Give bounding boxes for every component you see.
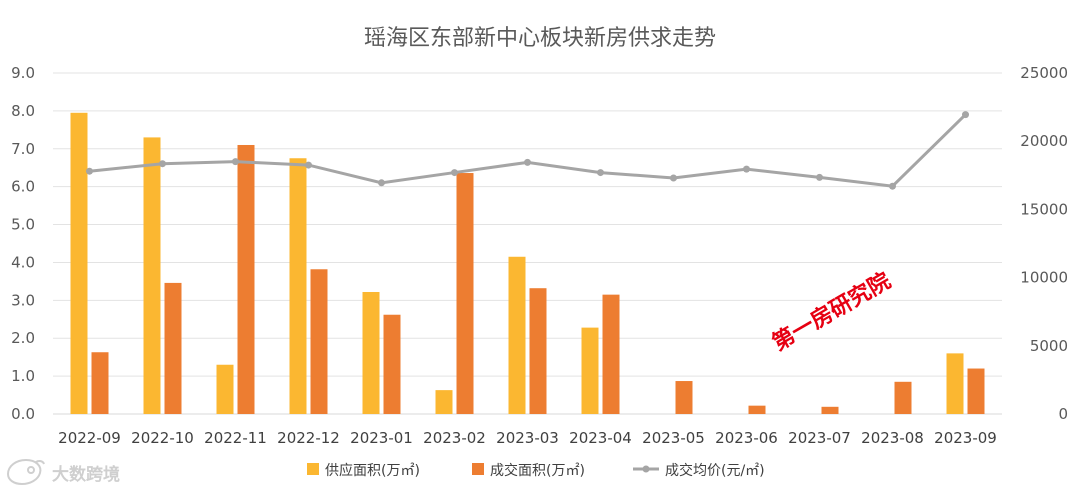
price-point [524, 158, 531, 166]
watermark-text: 第一房研究院 [768, 268, 895, 357]
x-tick-label: 2023-02 [423, 429, 486, 447]
logo-text: 大数跨境 [52, 464, 120, 485]
price-point [159, 160, 166, 168]
x-tick-label: 2023-07 [788, 429, 851, 447]
x-tick-label: 2023-08 [861, 429, 924, 447]
transaction-bar [748, 405, 766, 414]
price-point [86, 167, 93, 175]
supply-bar [435, 390, 453, 414]
transaction-bar [383, 314, 401, 414]
y-left-tick-label: 0.0 [11, 405, 35, 423]
legend-swatch [472, 463, 484, 475]
x-tick-label: 2022-11 [204, 429, 267, 447]
price-point [743, 165, 750, 173]
x-tick-label: 2023-06 [715, 429, 778, 447]
supply-bar [362, 291, 380, 414]
legend-swatch [307, 463, 319, 475]
transaction-bar [91, 352, 109, 414]
legend-label: 供应面积(万㎡) [325, 462, 420, 479]
y-right-tick-label: 15000 [1020, 200, 1068, 218]
price-point [232, 158, 239, 166]
y-left-tick-label: 8.0 [11, 102, 35, 120]
transaction-bar [967, 368, 985, 414]
legend: 供应面积(万㎡) 成交面积(万㎡) 成交均价(元/㎡) [307, 462, 765, 479]
x-tick-label: 2023-01 [350, 429, 413, 447]
price-point [962, 111, 969, 119]
grid-lines [53, 72, 1002, 415]
price-point [597, 169, 604, 177]
x-tick-label: 2022-10 [131, 429, 194, 447]
x-tick-label: 2023-09 [934, 429, 997, 447]
y-left-tick-label: 2.0 [11, 329, 35, 347]
x-tick-label: 2023-03 [496, 429, 559, 447]
legend-marker-price [642, 465, 650, 473]
y-left-tick-label: 3.0 [11, 291, 35, 309]
supply-bar [946, 353, 964, 414]
watermark: 第一房研究院 [768, 268, 895, 357]
transaction-bar [529, 288, 547, 414]
legend-label: 成交面积(万㎡) [490, 462, 585, 479]
supply-bar [216, 364, 234, 414]
y-left-tick-label: 5.0 [11, 216, 35, 234]
transaction-bar [602, 294, 620, 414]
price-point [378, 179, 385, 187]
transaction-bar [675, 381, 693, 414]
y-right-tick-label: 25000 [1020, 64, 1068, 82]
y-axis-left: 0.0 1.0 2.0 3.0 4.0 5.0 6.0 7.0 8.0 9.0 [11, 64, 35, 423]
x-tick-label: 2022-12 [277, 429, 340, 447]
y-left-tick-label: 1.0 [11, 367, 35, 385]
transaction-bar [310, 269, 328, 414]
price-point [670, 174, 677, 182]
chart-title: 瑶海区东部新中心板块新房供求走势 [364, 26, 716, 51]
price-line [89, 113, 967, 188]
supply-bar [508, 256, 526, 414]
x-tick-label: 2023-05 [642, 429, 705, 447]
transaction-bar [164, 282, 182, 414]
supply-bar [143, 137, 161, 414]
y-right-tick-label: 10000 [1020, 269, 1068, 287]
price-point [889, 182, 896, 190]
bar-series [70, 112, 985, 415]
y-axis-right: 0 5000 10000 15000 20000 25000 [1020, 64, 1068, 423]
y-left-tick-label: 6.0 [11, 178, 35, 196]
y-right-tick-label: 0 [1058, 405, 1068, 423]
supply-bar [289, 158, 307, 414]
transaction-bar [237, 144, 255, 414]
price-point [305, 161, 312, 169]
weibo-like-logo-icon [6, 458, 45, 486]
price-point [451, 169, 458, 177]
supply-bar [581, 327, 599, 414]
y-left-tick-label: 9.0 [11, 64, 35, 82]
transaction-bar [456, 173, 474, 414]
transaction-bar [894, 381, 912, 414]
y-left-tick-label: 7.0 [11, 140, 35, 158]
line-series [86, 111, 969, 190]
legend-label: 成交均价(元/㎡) [665, 462, 765, 479]
x-tick-label: 2023-04 [569, 429, 632, 447]
price-point [816, 173, 823, 181]
x-tick-label: 2022-09 [58, 429, 121, 447]
y-right-tick-label: 20000 [1020, 132, 1068, 150]
y-right-tick-label: 5000 [1030, 337, 1068, 355]
x-axis: 2022-09 2022-10 2022-11 2022-12 2023-01 2023-… [58, 429, 997, 447]
y-left-tick-label: 4.0 [11, 253, 35, 271]
supply-bar [70, 112, 88, 415]
transaction-bar [821, 406, 839, 414]
logo: 大数跨境 [6, 458, 120, 486]
